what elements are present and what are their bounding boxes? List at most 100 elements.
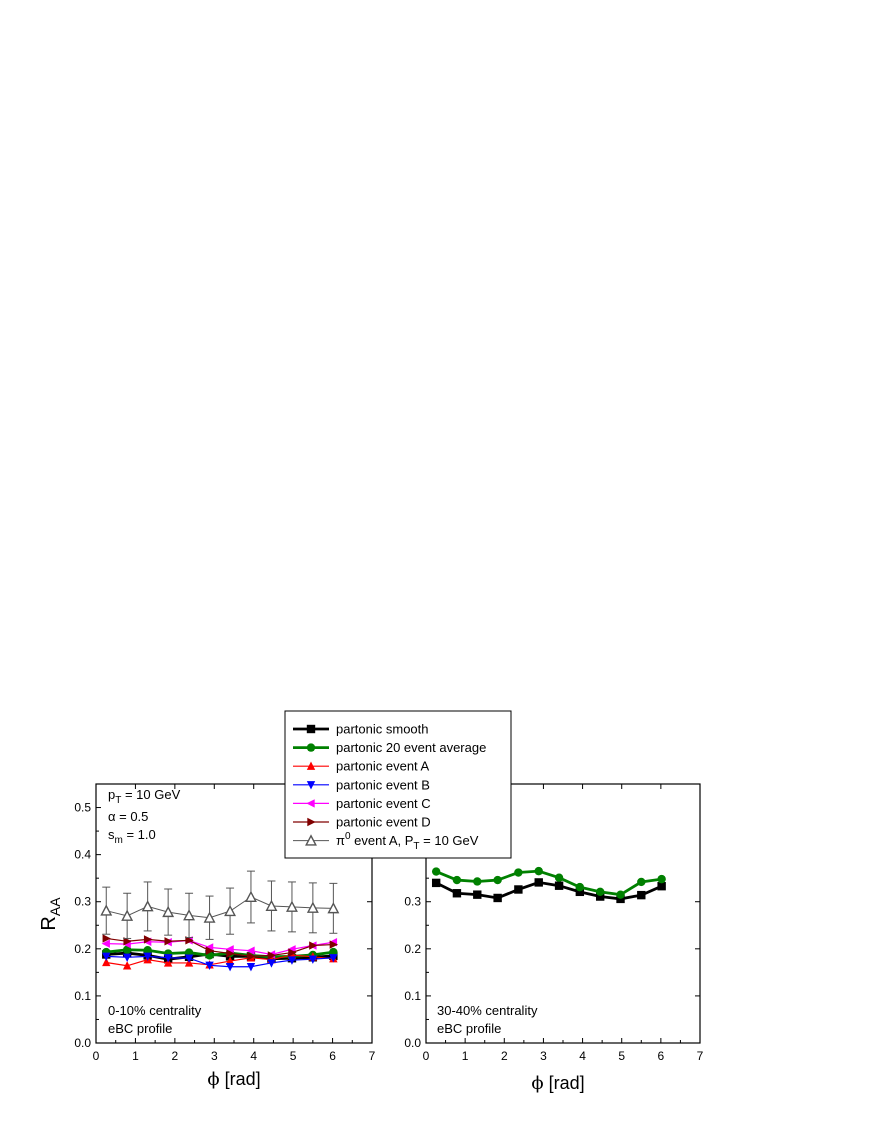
ylabel-main: R: [38, 916, 60, 930]
data-point: [309, 941, 318, 950]
data-point: [205, 961, 214, 970]
legend-label: partonic event B: [336, 777, 430, 792]
data-point: [287, 956, 297, 965]
data-point: [122, 953, 132, 962]
data-point: [637, 877, 646, 887]
legend-label-text: partonic event D: [336, 815, 431, 830]
data-point: [616, 894, 625, 904]
data-point: [143, 946, 152, 955]
x-tick-label: 5: [290, 1049, 297, 1063]
legend-label-text: partonic smooth: [336, 722, 429, 737]
data-point: [637, 890, 646, 900]
y-tick-label: 0.2: [74, 942, 91, 956]
data-point: [122, 961, 132, 970]
data-point: [226, 949, 235, 958]
legend-item: π0 event A, PT = 10 GeV: [293, 831, 479, 852]
legend-item: partonic smooth: [293, 722, 429, 737]
series-group: [431, 878, 666, 904]
data-point: [225, 956, 235, 965]
legend-item: partonic event B: [293, 777, 430, 792]
x-tick-label: 1: [132, 1049, 139, 1063]
left-series-layer: [100, 870, 340, 972]
legend-label-tail: = 10 GeV: [420, 833, 479, 848]
data-point: [183, 909, 196, 921]
data-point: [308, 955, 318, 964]
data-point: [244, 890, 257, 903]
data-point: [162, 905, 175, 918]
param-sm-main: s: [108, 827, 115, 842]
data-point: [575, 882, 585, 892]
param-pt-sub: T: [115, 795, 121, 806]
data-point: [514, 885, 523, 894]
data-point: [514, 868, 523, 877]
data-point: [452, 889, 462, 898]
data-point: [185, 936, 194, 945]
data-point: [493, 875, 502, 885]
data-point: [100, 904, 113, 916]
legend-label-text: partonic 20 event average: [336, 740, 486, 755]
legend-label-superscript: 0: [345, 831, 351, 842]
data-point: [267, 951, 277, 960]
y-tick-label: 0.2: [404, 942, 421, 956]
data-point: [267, 959, 276, 968]
data-point: [203, 911, 216, 923]
data-point: [225, 945, 234, 954]
legend-marker: [307, 817, 316, 827]
data-point: [431, 867, 441, 876]
data-point: [285, 900, 298, 912]
x-tick-label: 4: [579, 1049, 586, 1063]
data-point: [247, 952, 256, 961]
legend-label: π0 event A, PT = 10 GeV: [336, 831, 479, 852]
series-group: [102, 934, 339, 961]
legend-label-text: partonic event B: [336, 777, 430, 792]
data-point: [184, 954, 194, 963]
data-point: [205, 946, 215, 955]
data-point: [616, 890, 625, 899]
right-axes: 0 1 2 3 4 5 6 7 0.0 0.1 0.2 0.3: [404, 783, 704, 1063]
param-pt-main: p: [108, 787, 115, 802]
data-point: [554, 873, 564, 882]
right-annotation-profile: eBC profile: [437, 1021, 501, 1036]
legend-label-text: partonic event C: [336, 796, 431, 811]
param-pt-tail: = 10 GeV: [121, 787, 180, 802]
series-group: [102, 952, 338, 972]
data-point: [224, 904, 237, 917]
legend-marker: [306, 761, 316, 770]
y-tick-label: 0.5: [74, 801, 91, 815]
series-line: [106, 896, 334, 919]
y-tick-label: 0.0: [74, 1036, 91, 1050]
right-xlabel: ϕ [rad]: [531, 1073, 584, 1094]
xlabel-phi-symbol: ϕ: [531, 1073, 543, 1094]
left-plot-panel: 0 1 2 3 4 5 6 7 0.0 0.1 0.2 0.3 0.4 0.5 RAA ϕ [rad] p…: [38, 783, 376, 1090]
data-point: [306, 901, 319, 913]
legend-item: partonic event C: [293, 796, 431, 811]
data-point: [534, 866, 543, 876]
y-tick-label: 0.0: [404, 1036, 421, 1050]
xlabel-unit: [rad]: [220, 1069, 261, 1089]
data-point: [493, 893, 502, 903]
legend-marker: [306, 724, 316, 734]
data-point: [246, 946, 255, 955]
series-line: [106, 954, 334, 967]
data-point: [595, 887, 605, 897]
x-tick-label: 0: [93, 1049, 100, 1063]
data-point: [534, 878, 543, 887]
data-point: [288, 948, 297, 957]
x-tick-label: 4: [250, 1049, 257, 1063]
y-tick-label: 0.3: [404, 895, 421, 909]
right-annotation-centrality: 30-40% centrality: [437, 1003, 538, 1018]
param-sm-sub: m: [115, 835, 123, 846]
x-tick-label: 2: [501, 1049, 508, 1063]
param-alpha: α = 0.5: [108, 809, 148, 824]
ylabel-subscript: AA: [47, 897, 63, 916]
data-point: [327, 902, 340, 914]
y-tick-label: 0.3: [74, 895, 91, 909]
x-tick-label: 1: [462, 1049, 469, 1063]
x-tick-label: 6: [658, 1049, 665, 1063]
x-tick-label: 0: [423, 1049, 430, 1063]
data-point: [246, 963, 256, 972]
data-point: [657, 881, 666, 891]
left-axes: 0 1 2 3 4 5 6 7 0.0 0.1 0.2 0.3 0.4 0.5: [74, 783, 376, 1063]
data-point: [329, 940, 339, 949]
xlabel-unit: [rad]: [544, 1073, 585, 1093]
